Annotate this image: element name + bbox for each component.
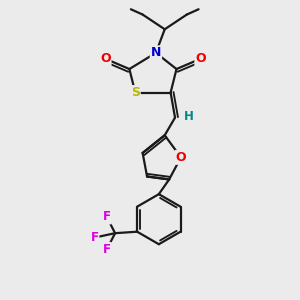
Text: F: F: [103, 243, 111, 256]
Text: H: H: [184, 110, 194, 123]
Text: S: S: [131, 86, 140, 99]
Text: O: O: [100, 52, 111, 65]
Text: O: O: [195, 52, 206, 65]
Text: F: F: [103, 211, 111, 224]
Text: F: F: [91, 231, 98, 244]
Text: N: N: [151, 46, 161, 59]
Text: O: O: [176, 151, 186, 164]
